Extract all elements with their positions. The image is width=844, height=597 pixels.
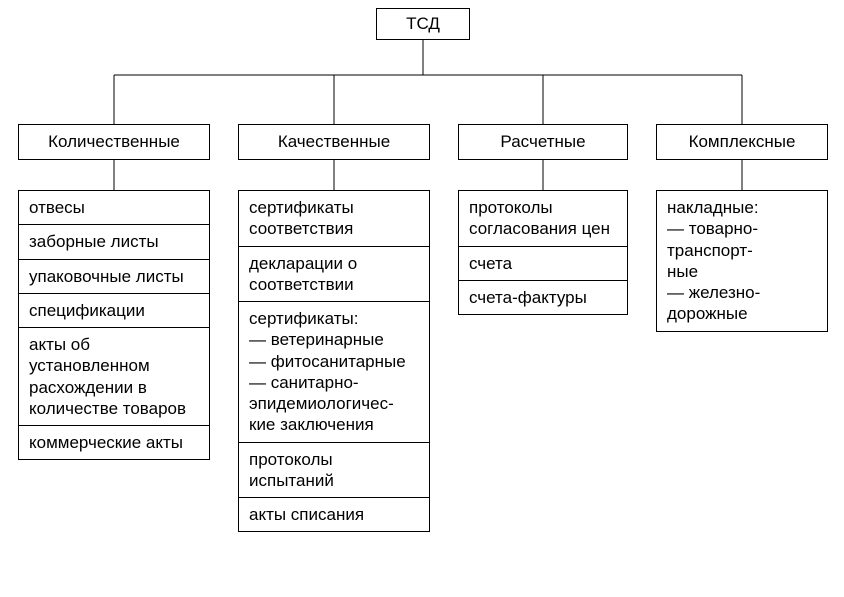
list-item: сертификаты соответствия bbox=[238, 190, 430, 247]
items-stack-qualitative: сертификаты соответствиядекларации о соо… bbox=[238, 190, 430, 532]
list-item: коммерческие акты bbox=[18, 426, 210, 460]
list-item: счета bbox=[458, 247, 628, 281]
list-item: акты об установленном расхождении в коли… bbox=[18, 328, 210, 426]
root-label: ТСД bbox=[406, 13, 440, 34]
list-item: отвесы bbox=[18, 190, 210, 225]
category-header-qualitative: Качественные bbox=[238, 124, 430, 160]
category-header-label: Количественные bbox=[48, 131, 180, 152]
items-stack-quantitative: отвесызаборные листыупаковочные листыспе… bbox=[18, 190, 210, 460]
list-item: счета-фактуры bbox=[458, 281, 628, 315]
list-item: спецификации bbox=[18, 294, 210, 328]
list-item: протоколы испытаний bbox=[238, 443, 430, 499]
list-item: заборные листы bbox=[18, 225, 210, 259]
items-stack-complex: накладные: — товарно- транспорт- ные — ж… bbox=[656, 190, 828, 332]
list-item: декларации о соответствии bbox=[238, 247, 430, 303]
list-item: протоколы согласования цен bbox=[458, 190, 628, 247]
category-header-calculated: Расчетные bbox=[458, 124, 628, 160]
category-header-label: Качественные bbox=[278, 131, 390, 152]
root-node: ТСД bbox=[376, 8, 470, 40]
category-header-label: Комплексные bbox=[689, 131, 796, 152]
list-item: сертификаты: — ветеринарные — фитосанита… bbox=[238, 302, 430, 443]
items-stack-calculated: протоколы согласования ценсчетасчета-фак… bbox=[458, 190, 628, 315]
list-item: накладные: — товарно- транспорт- ные — ж… bbox=[656, 190, 828, 332]
category-header-label: Расчетные bbox=[500, 131, 585, 152]
category-header-complex: Комплексные bbox=[656, 124, 828, 160]
list-item: упаковочные листы bbox=[18, 260, 210, 294]
category-header-quantitative: Количественные bbox=[18, 124, 210, 160]
list-item: акты списания bbox=[238, 498, 430, 532]
